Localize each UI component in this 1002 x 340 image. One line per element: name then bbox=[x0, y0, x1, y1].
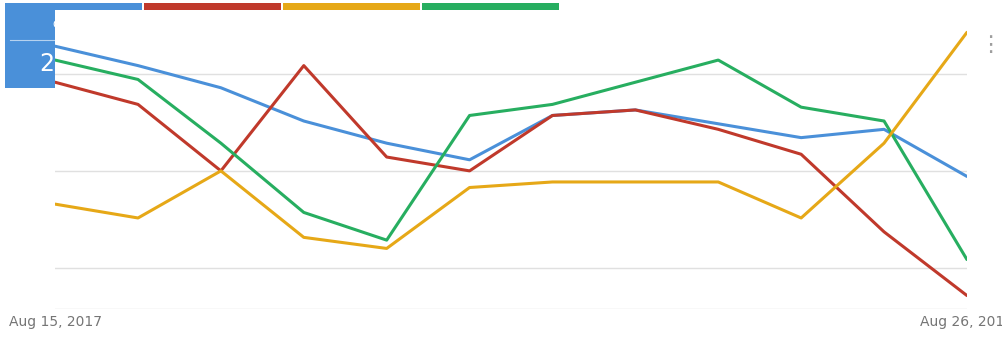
Text: 2.75K: 2.75K bbox=[39, 52, 107, 76]
Text: $290: $290 bbox=[322, 52, 382, 76]
Text: Conversions ▾: Conversions ▾ bbox=[173, 20, 252, 31]
Text: ⋮: ⋮ bbox=[979, 35, 1001, 55]
Text: Cost / conv. ▾: Cost / conv. ▾ bbox=[315, 20, 389, 31]
Text: $52K: $52K bbox=[460, 52, 521, 76]
Bar bbox=[422, 3, 559, 87]
Text: 178.78: 178.78 bbox=[171, 52, 254, 76]
Bar bbox=[144, 3, 281, 87]
Bar bbox=[5, 3, 142, 87]
Text: Cost ▾: Cost ▾ bbox=[474, 20, 507, 31]
Text: Clicks ▾: Clicks ▾ bbox=[53, 20, 94, 31]
Bar bbox=[283, 3, 420, 87]
